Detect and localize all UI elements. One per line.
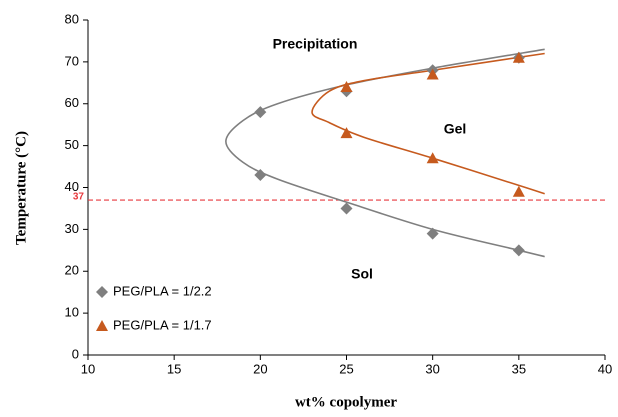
legend-marker (96, 286, 108, 298)
annotation: Precipitation (273, 36, 358, 52)
annotation: Sol (351, 266, 373, 282)
marker-diamond (254, 168, 267, 181)
x-tick-label: 35 (512, 361, 526, 376)
marker-triangle (426, 152, 439, 164)
marker-triangle (426, 68, 439, 80)
marker-triangle (512, 185, 525, 197)
marker-diamond (340, 202, 353, 215)
legend-label: PEG/PLA = 1/2.2 (113, 283, 212, 298)
y-tick-label: 0 (72, 346, 79, 361)
x-tick-label: 25 (339, 361, 353, 376)
legend-marker (96, 320, 108, 331)
marker-diamond (254, 106, 267, 119)
y-tick-label: 70 (65, 53, 79, 68)
annotation: Gel (444, 121, 467, 137)
x-tick-label: 40 (598, 361, 612, 376)
x-axis-title: wt% copolymer (295, 394, 397, 410)
fit-curve (225, 48, 545, 258)
fit-curve (311, 52, 545, 195)
x-tick-label: 15 (167, 361, 181, 376)
marker-triangle (340, 127, 353, 139)
marker-triangle (512, 51, 525, 63)
y-tick-label: 30 (65, 221, 79, 236)
x-tick-label: 20 (253, 361, 267, 376)
y-tick-label: 50 (65, 137, 79, 152)
y-tick-label: 60 (65, 95, 79, 110)
y-tick-label: 40 (65, 179, 79, 194)
legend-label: PEG/PLA = 1/1.7 (113, 317, 212, 332)
x-tick-label: 10 (81, 361, 95, 376)
marker-diamond (512, 244, 525, 257)
y-tick-label: 10 (65, 305, 79, 320)
reference-label: 37 (73, 192, 85, 203)
marker-diamond (426, 227, 439, 240)
marker-triangle (340, 81, 353, 92)
x-tick-label: 30 (425, 361, 439, 376)
y-tick-label: 20 (65, 263, 79, 278)
y-tick-label: 80 (65, 11, 79, 26)
y-axis-title: Temperature (°C) (13, 131, 29, 245)
